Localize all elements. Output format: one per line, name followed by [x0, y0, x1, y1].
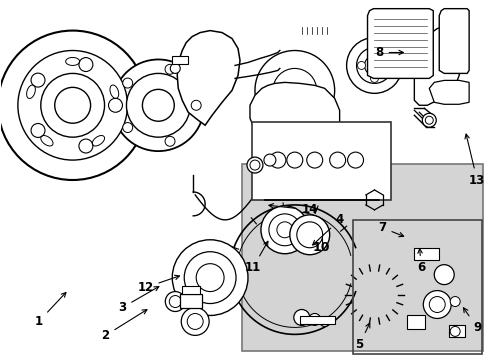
Circle shape — [187, 314, 203, 329]
Circle shape — [433, 265, 453, 285]
Bar — [299, 316, 334, 324]
Circle shape — [306, 152, 322, 168]
Text: 11: 11 — [244, 241, 267, 274]
Bar — [242, 164, 482, 351]
Circle shape — [254, 50, 334, 130]
Circle shape — [108, 98, 122, 112]
Circle shape — [165, 64, 175, 74]
Polygon shape — [367, 9, 432, 78]
Circle shape — [346, 37, 402, 93]
Circle shape — [122, 122, 132, 132]
Bar — [448, 325, 464, 337]
Polygon shape — [438, 9, 468, 73]
Bar — [352, 220, 481, 354]
Circle shape — [289, 215, 329, 255]
Circle shape — [79, 139, 93, 153]
Circle shape — [79, 58, 93, 72]
Circle shape — [142, 89, 174, 121]
Circle shape — [169, 296, 181, 307]
Polygon shape — [319, 138, 349, 170]
Circle shape — [364, 55, 384, 75]
Circle shape — [112, 59, 203, 151]
Circle shape — [126, 73, 190, 137]
Circle shape — [449, 327, 459, 336]
Text: 1: 1 — [35, 293, 66, 328]
Polygon shape — [249, 82, 339, 165]
Bar — [413, 248, 438, 260]
Text: 7: 7 — [378, 221, 403, 237]
Circle shape — [449, 297, 459, 306]
Circle shape — [31, 123, 45, 138]
Circle shape — [293, 310, 309, 325]
Circle shape — [246, 157, 263, 173]
Text: 4: 4 — [312, 213, 343, 245]
Bar — [180, 293, 202, 307]
Text: 13: 13 — [464, 134, 484, 186]
Text: 5: 5 — [355, 323, 369, 351]
Circle shape — [422, 113, 435, 127]
Circle shape — [425, 116, 432, 124]
Circle shape — [347, 152, 363, 168]
Text: 14: 14 — [268, 203, 317, 216]
Bar — [182, 285, 200, 293]
Circle shape — [269, 152, 285, 168]
Text: 10: 10 — [312, 241, 330, 254]
Circle shape — [329, 152, 345, 168]
Circle shape — [383, 62, 390, 69]
Text: 6: 6 — [416, 249, 425, 274]
Circle shape — [286, 152, 302, 168]
Circle shape — [55, 87, 90, 123]
Text: 2: 2 — [102, 310, 147, 342]
Circle shape — [249, 160, 260, 170]
Circle shape — [0, 31, 147, 180]
Circle shape — [319, 316, 329, 327]
Text: 8: 8 — [375, 46, 403, 59]
Circle shape — [370, 75, 378, 82]
Bar — [172, 57, 188, 64]
Circle shape — [165, 136, 175, 146]
Circle shape — [308, 314, 320, 325]
Bar — [251, 122, 390, 200]
Polygon shape — [428, 80, 468, 104]
Circle shape — [165, 292, 185, 311]
Circle shape — [184, 252, 236, 303]
Circle shape — [423, 291, 450, 319]
Text: 3: 3 — [118, 287, 159, 314]
Circle shape — [370, 49, 378, 57]
Circle shape — [31, 73, 45, 87]
Circle shape — [357, 62, 365, 69]
Polygon shape — [413, 26, 460, 105]
Text: 9: 9 — [463, 308, 480, 334]
Circle shape — [264, 154, 275, 166]
Circle shape — [170, 63, 180, 73]
Circle shape — [18, 50, 127, 160]
Text: 12: 12 — [137, 275, 179, 294]
Circle shape — [296, 222, 322, 248]
Circle shape — [261, 206, 308, 254]
Circle shape — [272, 68, 316, 112]
Circle shape — [268, 214, 300, 246]
Circle shape — [122, 78, 132, 88]
Circle shape — [172, 240, 247, 315]
Circle shape — [41, 73, 104, 137]
Circle shape — [356, 48, 392, 84]
Polygon shape — [177, 31, 240, 125]
Circle shape — [191, 100, 201, 110]
Circle shape — [196, 264, 224, 292]
Circle shape — [428, 297, 444, 312]
Bar — [407, 315, 425, 329]
Circle shape — [181, 307, 209, 336]
Circle shape — [276, 222, 292, 238]
